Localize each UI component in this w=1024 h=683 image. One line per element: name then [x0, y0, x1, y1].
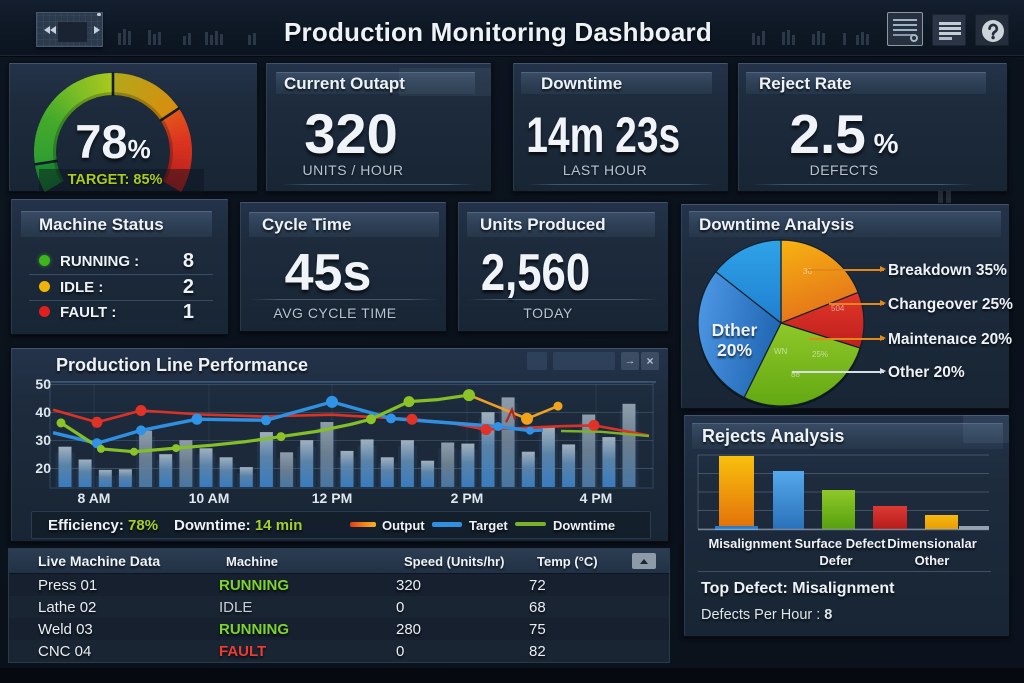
- svg-text:25%: 25%: [812, 350, 828, 359]
- svg-text:504: 504: [831, 304, 845, 313]
- svg-text:88: 88: [791, 370, 800, 379]
- svg-text:36: 36: [803, 267, 812, 276]
- svg-text:WN: WN: [774, 347, 788, 356]
